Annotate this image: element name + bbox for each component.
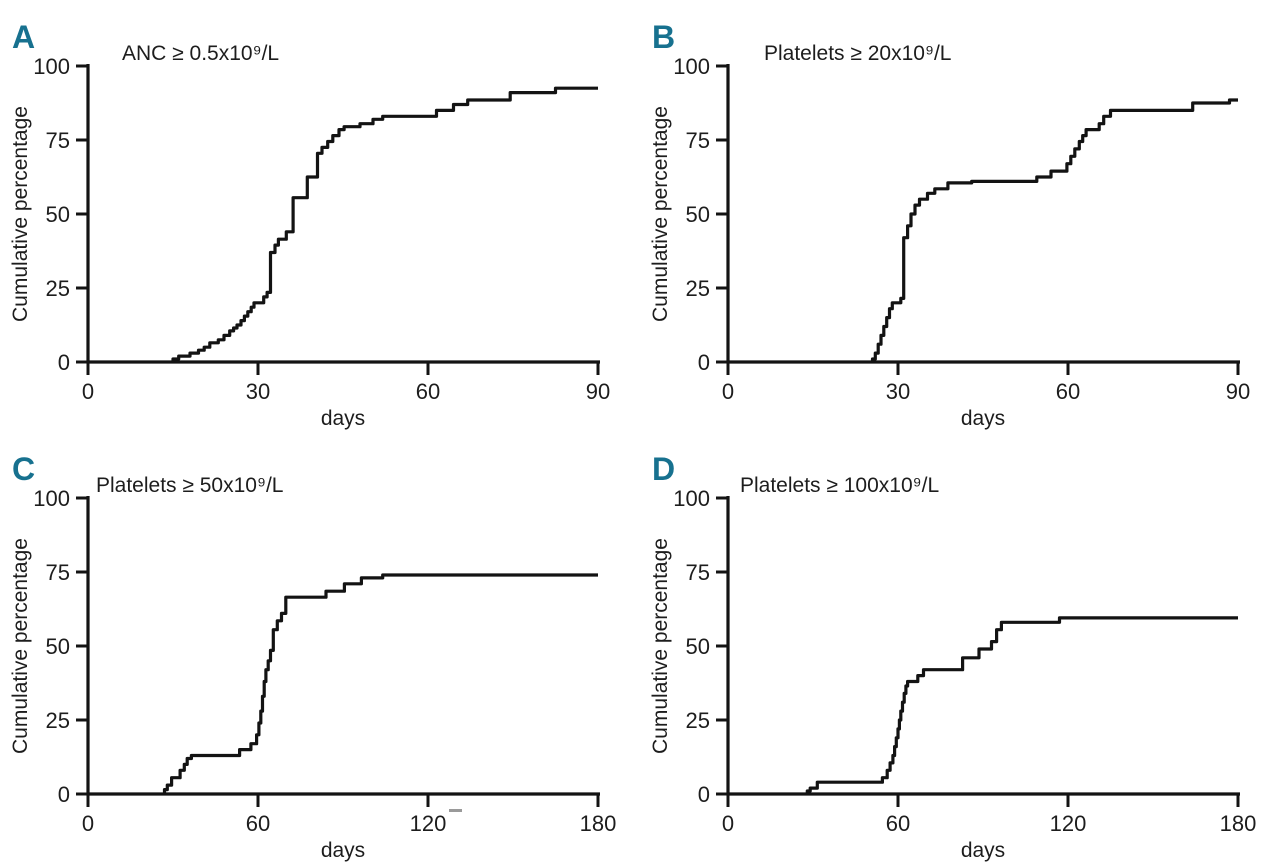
y-tick-label: 75 <box>46 128 70 153</box>
axes <box>86 496 600 796</box>
panel-letter-c: C <box>12 451 35 487</box>
y-tick-label: 100 <box>673 486 710 511</box>
cumulative-step-curve <box>870 98 1238 362</box>
y-tick-label: 100 <box>673 54 710 79</box>
panel-letter-d: D <box>652 451 675 487</box>
y-tick-label: 0 <box>698 782 710 807</box>
y-tick-label: 50 <box>686 634 710 659</box>
scan-artifact-dash <box>449 809 462 812</box>
panel-letter-a: A <box>12 19 35 55</box>
panel-c-chart: C Platelets ≥ 50x10⁹/L 0 25 50 75 100 0 60 120 180… <box>9 451 617 862</box>
y-axis-label: Cumulative percentage <box>649 106 672 322</box>
x-tick-label: 120 <box>1050 811 1087 836</box>
x-axis-label: days <box>321 839 365 862</box>
x-tick-label: 60 <box>246 811 270 836</box>
panel-title: Platelets ≥ 50x10⁹/L <box>96 474 283 497</box>
panel-title: Platelets ≥ 100x10⁹/L <box>740 474 939 497</box>
x-axis-label: days <box>961 407 1005 430</box>
x-tick-label: 60 <box>1056 379 1080 404</box>
y-axis-label: Cumulative percentage <box>9 106 32 322</box>
y-tick-label: 0 <box>58 350 70 375</box>
axes <box>86 64 600 364</box>
panel-a-chart: A ANC ≥ 0.5x10⁹/L 0 25 50 75 100 0 30 60 90 Cumulat… <box>9 19 610 430</box>
panel-c: C Platelets ≥ 50x10⁹/L 0 25 50 75 100 0 60 120 180… <box>0 432 640 864</box>
panel-d-chart: D Platelets ≥ 100x10⁹/L 0 25 50 75 100 0 60 120 18… <box>649 451 1257 862</box>
y-tick-label: 25 <box>686 276 710 301</box>
cumulative-step-curve <box>171 86 598 362</box>
x-tick-label: 90 <box>586 379 610 404</box>
x-axis-label: days <box>961 839 1005 862</box>
y-axis-label: Cumulative percentage <box>649 538 672 754</box>
x-tick-label: 30 <box>886 379 910 404</box>
panel-a: A ANC ≥ 0.5x10⁹/L 0 25 50 75 100 0 30 60 90 Cumulat… <box>0 0 640 432</box>
y-tick-label: 0 <box>698 350 710 375</box>
x-tick-label: 30 <box>246 379 270 404</box>
x-tick-label: 60 <box>416 379 440 404</box>
y-tick-label: 25 <box>46 708 70 733</box>
x-tick-label: 0 <box>722 811 734 836</box>
x-tick-label: 180 <box>1220 811 1257 836</box>
y-tick-label: 25 <box>686 708 710 733</box>
panel-b: B Platelets ≥ 20x10⁹/L 0 25 50 75 100 0 30 60 90 Cu… <box>640 0 1280 432</box>
panel-title: Platelets ≥ 20x10⁹/L <box>764 42 951 65</box>
y-tick-label: 50 <box>46 202 70 227</box>
x-tick-label: 0 <box>82 379 94 404</box>
x-tick-label: 90 <box>1226 379 1250 404</box>
y-tick-label: 50 <box>46 634 70 659</box>
y-tick-label: 100 <box>33 486 70 511</box>
x-tick-label: 60 <box>886 811 910 836</box>
y-axis-label: Cumulative percentage <box>9 538 32 754</box>
y-tick-label: 75 <box>686 128 710 153</box>
panel-title: ANC ≥ 0.5x10⁹/L <box>122 42 279 65</box>
y-tick-label: 75 <box>46 560 70 585</box>
y-tick-label: 50 <box>686 202 710 227</box>
y-tick-label: 75 <box>686 560 710 585</box>
y-tick-label: 25 <box>46 276 70 301</box>
x-tick-label: 0 <box>722 379 734 404</box>
y-tick-label: 0 <box>58 782 70 807</box>
x-tick-label: 120 <box>410 811 447 836</box>
x-axis-label: days <box>321 407 365 430</box>
cumulative-step-curve <box>162 573 598 794</box>
y-tick-label: 100 <box>33 54 70 79</box>
panel-b-chart: B Platelets ≥ 20x10⁹/L 0 25 50 75 100 0 30 60 90 Cu… <box>649 19 1250 430</box>
axes <box>726 64 1240 364</box>
panel-d: D Platelets ≥ 100x10⁹/L 0 25 50 75 100 0 60 120 18… <box>640 432 1280 864</box>
panel-letter-b: B <box>652 19 675 55</box>
cumulative-step-curve <box>805 616 1238 794</box>
x-tick-label: 180 <box>580 811 617 836</box>
axes <box>726 496 1240 796</box>
x-tick-label: 0 <box>82 811 94 836</box>
